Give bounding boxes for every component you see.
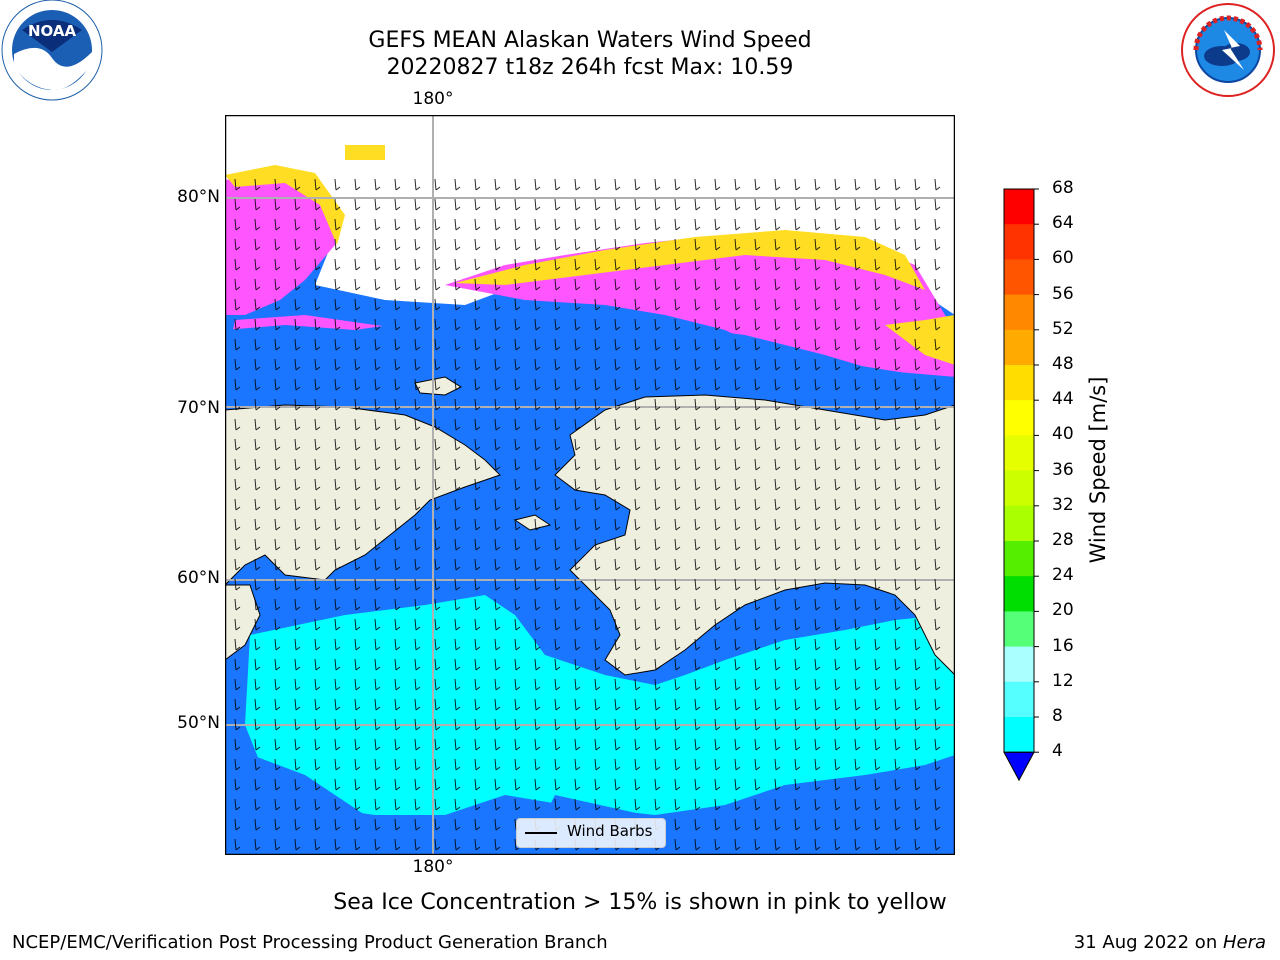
colorbar-tick-label: 68 [1052,178,1074,198]
colorbar-segment [1004,646,1034,683]
lat-label-70: 70°N [177,398,220,418]
colorbar-segment [1004,717,1034,753]
colorbar-segment [1004,470,1034,507]
colorbar-tick-label: 12 [1052,670,1074,691]
date-text: 31 Aug 2022 on Hera [1074,932,1266,953]
lat-label-50: 50°N [177,713,220,733]
map-panel [225,115,955,855]
date-prefix: 31 Aug 2022 on [1073,932,1223,953]
map-legend: Wind Barbs [516,818,666,848]
colorbar-segment [1004,224,1034,260]
colorbar-tick-label: 16 [1052,635,1074,656]
colorbar-tick-label: 52 [1052,318,1074,339]
lat-label-60: 60°N [177,568,220,588]
legend-label: Wind Barbs [567,822,653,840]
colorbar-segment [1004,294,1034,331]
colorbar [1003,188,1039,782]
lat-label-80: 80°N [177,187,220,207]
colorbar-segment [1004,329,1034,366]
colorbar-segment [1004,681,1034,718]
svg-text:NOAA: NOAA [28,22,77,40]
date-host: Hera [1222,932,1266,953]
colorbar-tick-label: 28 [1052,530,1074,550]
colorbar-segment [1004,259,1034,296]
colorbar-tick-label: 4 [1052,741,1063,762]
colorbar-segment [1004,541,1034,577]
colorbar-segment [1004,365,1034,401]
lon-label-top: 180° [412,89,454,109]
wind-barbs-field [225,175,954,854]
wind-barb-legend-line [525,832,557,834]
colorbar-segment [1004,505,1034,542]
colorbar-tick-label: 56 [1052,283,1074,304]
colorbar-segment [1004,611,1034,648]
chart-title: GEFS MEAN Alaskan Waters Wind Speed [368,28,812,53]
colorbar-tick-label: 44 [1052,389,1074,410]
nws-logo-icon [1181,3,1275,97]
colorbar-tick-label: 32 [1052,494,1074,515]
colorbar-segment [1004,576,1034,612]
noaa-logo-icon: NOAA [1,0,103,101]
colorbar-extend-arrow [1003,751,1035,782]
colorbar-segment [1004,435,1034,472]
colorbar-tick-label: 40 [1052,424,1074,445]
colorbar-tick-label: 8 [1052,706,1063,726]
credit-text: NCEP/EMC/Verification Post Processing Pr… [12,932,608,953]
lon-label-bottom: 180° [412,857,454,877]
colorbar-segment [1004,189,1034,225]
colorbar-tick-label: 60 [1052,248,1074,269]
colorbar-segment [1004,400,1034,436]
colorbar-tick-label: 48 [1052,354,1074,374]
colorbar-tick-label: 36 [1052,459,1074,480]
colorbar-tick-label: 20 [1052,600,1074,621]
sea-ice-note: Sea Ice Concentration > 15% is shown in … [333,890,947,915]
colorbar-label: Wind Speed [m/s] [1086,376,1110,564]
colorbar-tick-label: 64 [1052,213,1074,234]
chart-subtitle: 20220827 t18z 264h fcst Max: 10.59 [386,55,794,80]
colorbar-tick-label: 24 [1052,565,1074,586]
